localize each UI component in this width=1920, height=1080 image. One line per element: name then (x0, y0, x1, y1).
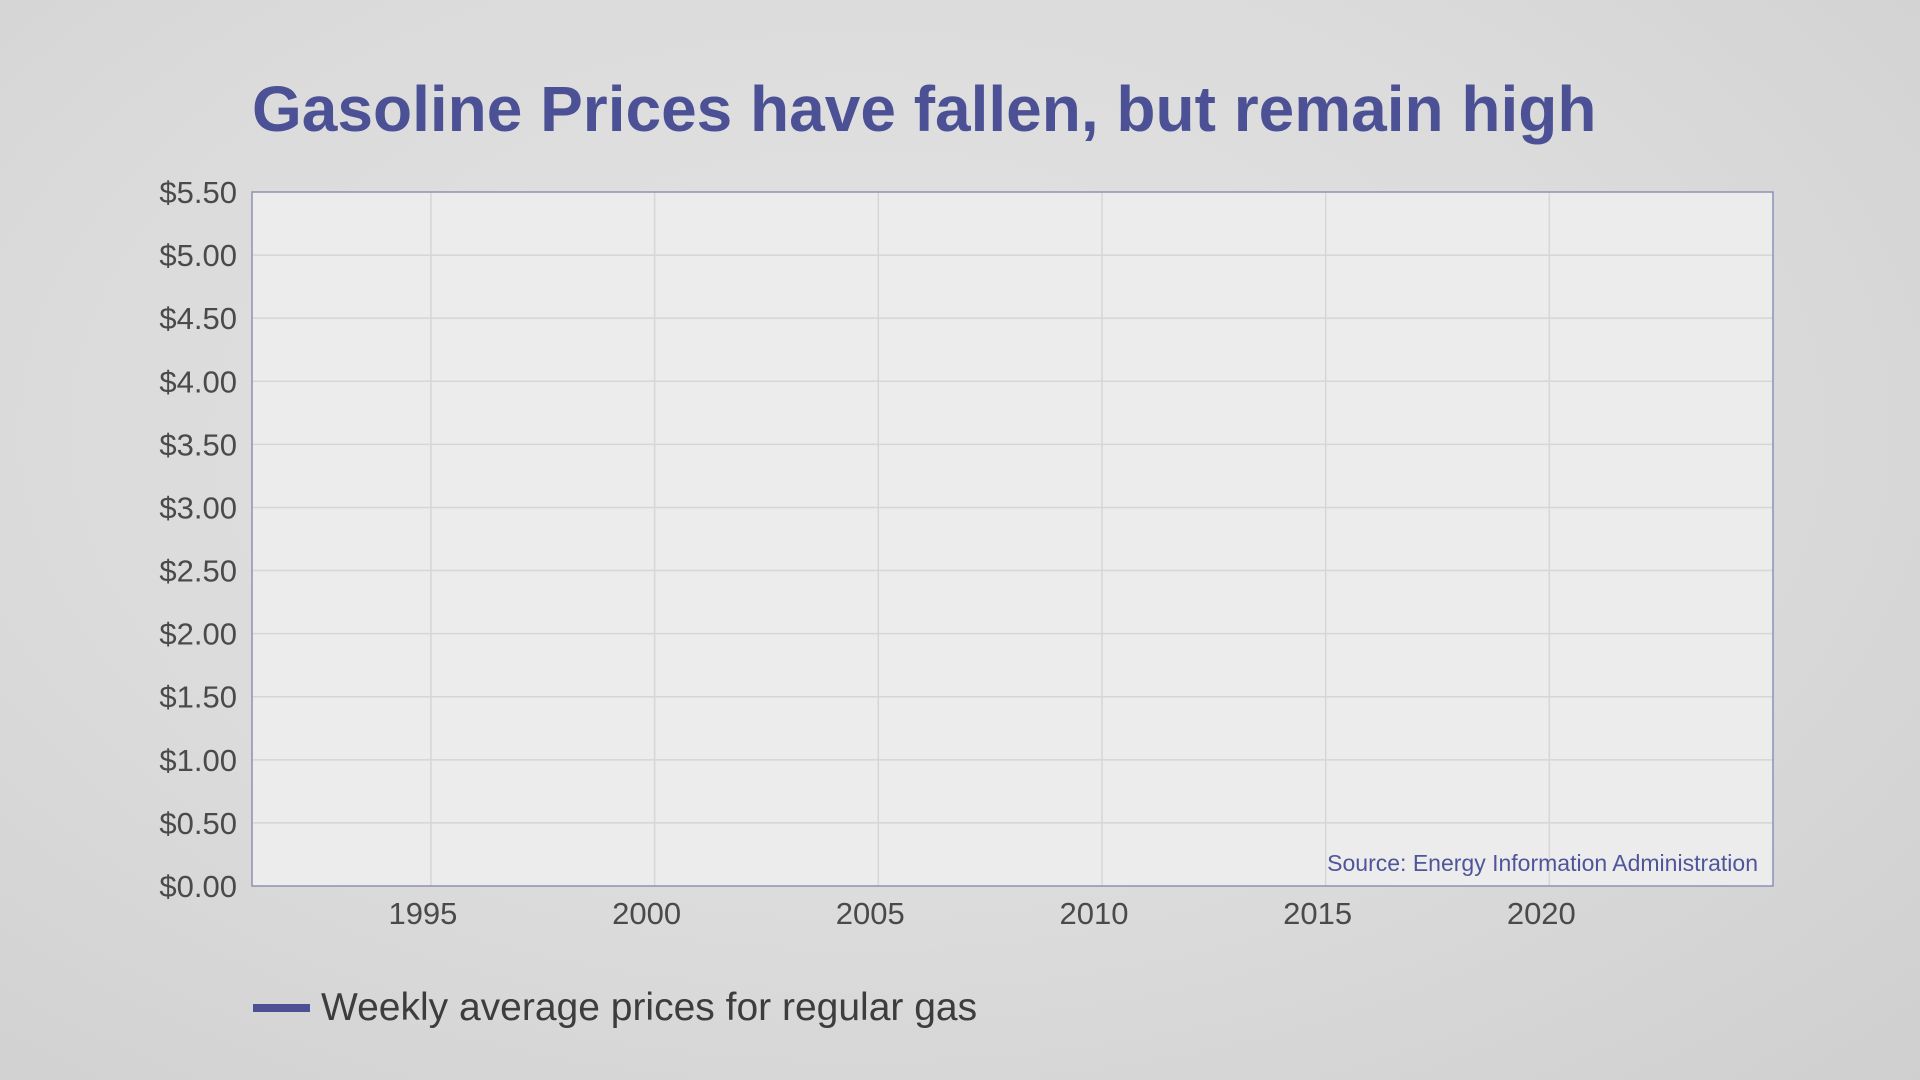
x-tick-label: 1995 (388, 896, 457, 931)
y-tick-label: $0.50 (159, 806, 237, 841)
x-tick-label: 2015 (1283, 896, 1352, 931)
y-tick-label: $3.00 (159, 490, 237, 525)
source-annotation: Source: Energy Information Administratio… (1327, 850, 1758, 876)
x-axis-ticks: 1995 2000 2005 2010 2015 2020 (388, 896, 1575, 931)
x-tick-label: 2020 (1507, 896, 1576, 931)
x-tick-label: 2005 (836, 896, 905, 931)
y-tick-label: $1.50 (159, 680, 237, 715)
y-tick-label: $0.00 (159, 869, 237, 904)
gridlines (252, 192, 1773, 886)
y-tick-label: $2.50 (159, 554, 237, 589)
chart-title: Gasoline Prices have fallen, but remain … (252, 73, 1597, 145)
plot-frame (251, 191, 1774, 887)
plot-background (252, 192, 1773, 886)
x-tick-label: 2000 (612, 896, 681, 931)
legend: Weekly average prices for regular gas (253, 980, 977, 1036)
y-tick-label: $1.00 (159, 743, 237, 778)
y-axis-ticks: $0.00 $0.50 $1.00 $1.50 $2.00 $2.50 $3.00 $3.50… (159, 175, 237, 904)
legend-label: Weekly average prices for regular gas (321, 986, 978, 1029)
y-tick-label: $4.00 (159, 364, 237, 399)
x-tick-label: 2010 (1059, 896, 1128, 931)
y-tick-label: $5.50 (159, 175, 237, 210)
y-tick-label: $4.50 (159, 301, 237, 336)
legend-swatch (253, 1004, 310, 1012)
y-tick-label: $3.50 (159, 427, 237, 462)
y-tick-label: $5.00 (159, 238, 237, 273)
y-tick-label: $2.00 (159, 617, 237, 652)
